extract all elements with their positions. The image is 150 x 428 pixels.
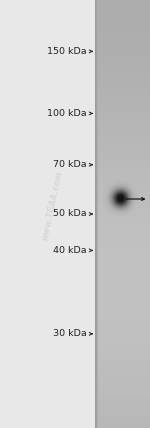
Text: 100 kDa: 100 kDa [47,109,87,118]
Text: 50 kDa: 50 kDa [53,209,87,219]
Text: 40 kDa: 40 kDa [53,246,87,255]
Text: 70 kDa: 70 kDa [53,160,87,169]
Text: 30 kDa: 30 kDa [53,329,87,339]
Text: www.TGAA.com: www.TGAA.com [41,170,64,241]
Text: 150 kDa: 150 kDa [47,47,87,56]
